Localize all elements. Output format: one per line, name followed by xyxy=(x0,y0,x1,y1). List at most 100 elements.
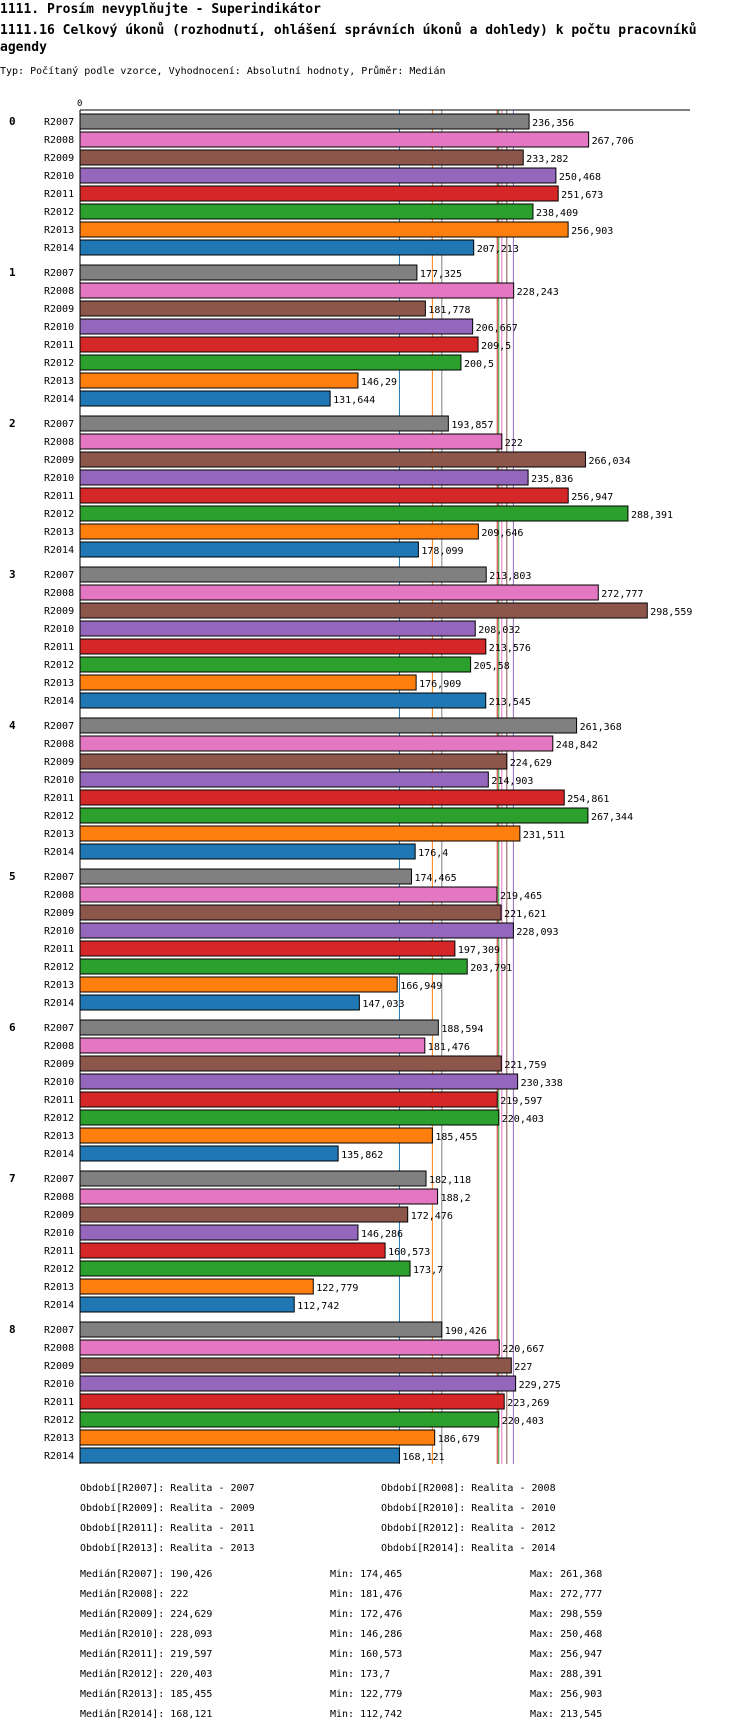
bar-value-label: 220,403 xyxy=(502,1114,544,1125)
bar-r2012-group-8 xyxy=(79,1411,500,1428)
category-label: R2008 xyxy=(44,1192,74,1203)
category-label: R2011 xyxy=(44,793,74,804)
bar-value-label: 267,706 xyxy=(592,136,634,147)
bar-value-label: 219,597 xyxy=(500,1096,542,1107)
indicator-subtitle: 1111.16 Celkový úkonů (rozhodnutí, ohláš… xyxy=(0,23,697,55)
bar-r2007-group-1 xyxy=(79,264,418,281)
bar-r2008-group-4 xyxy=(79,735,554,752)
category-label: R2011 xyxy=(44,491,74,502)
category-label: R2007 xyxy=(44,117,74,128)
category-label: R2012 xyxy=(44,962,74,973)
stat-min: Min: 112,742 xyxy=(330,1709,403,1720)
stat-median: Medián[R2008]: 222 xyxy=(80,1589,189,1600)
bar-r2012-group-3 xyxy=(79,656,472,673)
bar-r2008-group-1 xyxy=(79,282,515,299)
bar-r2009-group-7 xyxy=(79,1206,409,1223)
category-label: R2009 xyxy=(44,908,74,919)
stat-max: Max: 272,777 xyxy=(530,1589,603,1600)
category-label: R2007 xyxy=(44,721,74,732)
legend-item: Období[R2013]: Realita - 2013 xyxy=(80,1543,255,1554)
category-label: R2007 xyxy=(44,419,74,430)
bar-r2009-group-2 xyxy=(79,451,586,468)
category-label: R2007 xyxy=(44,570,74,581)
bar-value-label: 227 xyxy=(514,1362,532,1373)
group-label: 4 xyxy=(9,719,16,732)
bar-value-label: 221,621 xyxy=(504,909,546,920)
bar-value-label: 231,511 xyxy=(523,830,565,841)
group-label: 0 xyxy=(9,115,16,128)
bar-r2009-group-1 xyxy=(79,300,426,317)
bar-r2010-group-7 xyxy=(79,1224,359,1241)
bar-value-label: 213,576 xyxy=(489,643,531,654)
stat-median: Medián[R2009]: 224,629 xyxy=(80,1609,213,1620)
category-label: R2008 xyxy=(44,135,74,146)
bar-value-label: 266,034 xyxy=(588,456,630,467)
bar-value-label: 190,426 xyxy=(445,1326,487,1337)
bar-r2011-group-8 xyxy=(79,1393,505,1410)
bar-value-label: 208,032 xyxy=(478,625,520,636)
category-label: R2009 xyxy=(44,757,74,768)
bar-value-label: 209,5 xyxy=(481,341,511,352)
bar-value-label: 147,033 xyxy=(362,999,404,1010)
category-label: R2011 xyxy=(44,1246,74,1257)
stat-median: Medián[R2007]: 190,426 xyxy=(80,1569,213,1580)
bar-r2013-group-5 xyxy=(79,976,398,993)
category-label: R2012 xyxy=(44,358,74,369)
bar-r2009-group-8 xyxy=(79,1357,512,1374)
bar-r2014-group-6 xyxy=(79,1145,339,1162)
bar-value-label: 214,903 xyxy=(491,776,533,787)
group-label: 2 xyxy=(9,417,16,430)
bar-r2014-group-4 xyxy=(79,843,416,860)
bar-r2009-group-4 xyxy=(79,753,508,770)
bar-r2011-group-6 xyxy=(79,1091,498,1108)
category-label: R2011 xyxy=(44,340,74,351)
bar-value-label: 172,476 xyxy=(411,1211,453,1222)
bar-r2012-group-7 xyxy=(79,1260,411,1277)
bar-r2010-group-5 xyxy=(79,922,514,939)
bar-r2011-group-4 xyxy=(79,789,565,806)
bar-r2010-group-1 xyxy=(79,318,474,335)
bar-value-label: 288,391 xyxy=(631,510,673,521)
bar-r2012-group-1 xyxy=(79,354,462,371)
bar-value-label: 131,644 xyxy=(333,395,375,406)
category-label: R2007 xyxy=(44,872,74,883)
bar-r2007-group-3 xyxy=(79,566,487,583)
bar-r2011-group-2 xyxy=(79,487,569,504)
legend-item: Období[R2009]: Realita - 2009 xyxy=(80,1503,255,1514)
bar-r2012-group-2 xyxy=(79,505,629,522)
category-label: R2010 xyxy=(44,322,74,333)
category-label: R2013 xyxy=(44,225,74,236)
bar-r2013-group-3 xyxy=(79,674,417,691)
bar-r2014-group-0 xyxy=(79,239,475,256)
bar-r2013-group-4 xyxy=(79,825,521,842)
bar-r2008-group-8 xyxy=(79,1339,500,1356)
category-label: R2010 xyxy=(44,1228,74,1239)
bar-value-label: 221,759 xyxy=(504,1060,546,1071)
bar-value-label: 220,667 xyxy=(502,1344,544,1355)
bar-value-label: 256,903 xyxy=(571,226,613,237)
category-label: R2014 xyxy=(44,847,74,858)
category-label: R2008 xyxy=(44,890,74,901)
category-label: R2014 xyxy=(44,998,74,1009)
stat-median: Medián[R2012]: 220,403 xyxy=(80,1669,213,1680)
bar-value-label: 298,559 xyxy=(650,607,692,618)
category-label: R2012 xyxy=(44,509,74,520)
bar-value-label: 235,836 xyxy=(531,474,573,485)
bar-r2008-group-0 xyxy=(79,131,590,148)
bar-r2007-group-2 xyxy=(79,415,449,432)
bar-series: R2007 236,356 R2008 267,706 R2009 233,282 R201… xyxy=(44,113,692,1464)
bar-value-label: 272,777 xyxy=(601,589,643,600)
category-label: R2012 xyxy=(44,811,74,822)
category-label: R2012 xyxy=(44,1264,74,1275)
bar-r2012-group-6 xyxy=(79,1109,500,1126)
group-label: 3 xyxy=(9,568,16,581)
bar-value-label: 209,646 xyxy=(481,528,523,539)
bar-r2013-group-8 xyxy=(79,1429,436,1446)
bar-r2009-group-5 xyxy=(79,904,502,921)
x-axis-zero-label: 0 xyxy=(77,99,82,109)
bar-r2013-group-1 xyxy=(79,372,359,389)
bar-value-label: 230,338 xyxy=(521,1078,563,1089)
bar-r2014-group-7 xyxy=(79,1296,295,1313)
bar-value-label: 220,403 xyxy=(502,1416,544,1427)
bar-r2007-group-0 xyxy=(79,113,530,130)
